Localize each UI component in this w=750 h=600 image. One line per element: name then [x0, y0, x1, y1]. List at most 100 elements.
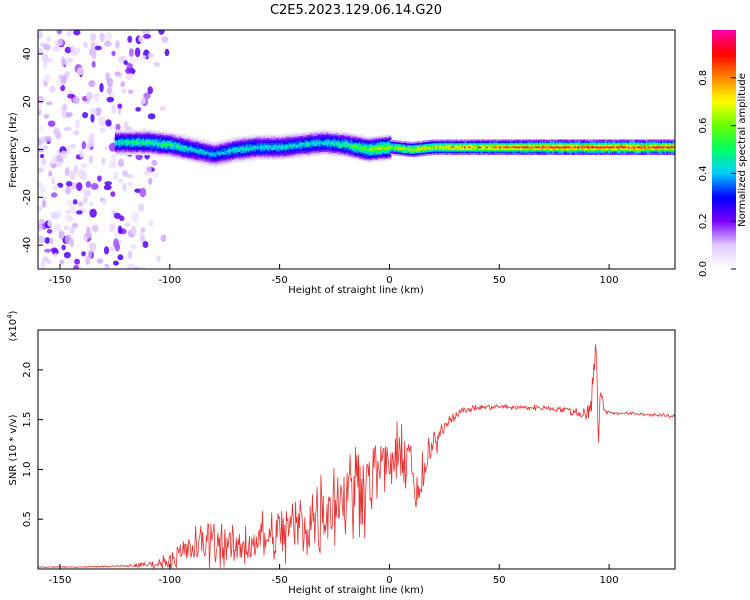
spectrogram-ridge-cell — [523, 142, 526, 145]
spectrogram-ridge-cell — [196, 159, 199, 162]
spectrogram-ridge-cell — [374, 151, 377, 154]
spectrogram-ridge-cell — [180, 134, 184, 137]
spectrogram-ridge-cell — [304, 153, 308, 156]
spectrogram-ridge-cell — [530, 146, 533, 149]
spectrogram-ridge-cell — [155, 142, 159, 145]
spectrogram-ridge-cell — [552, 149, 555, 152]
spectrogram-ridge-cell — [186, 139, 189, 141]
spectrogram-ridge-cell — [552, 139, 555, 142]
spectrogram-ridge-cell — [543, 147, 546, 150]
spectrogram-ridge-cell — [481, 151, 484, 154]
spectrogram-ridge-cell — [233, 149, 236, 152]
spectrogram-ridge-cell — [312, 144, 315, 147]
spectrogram-noise-cell — [88, 135, 95, 145]
spectrogram-ridge-cell — [299, 155, 302, 158]
spectrogram-ridge-cell — [132, 141, 135, 144]
spectrogram-ridge-cell — [296, 152, 300, 155]
spectrogram-ridge-cell — [247, 147, 251, 150]
spectrogram-ridge-cell — [122, 148, 126, 151]
spectrogram-ridge-cell — [469, 144, 472, 147]
spectrogram-ridge-cell — [246, 155, 250, 158]
spectrogram-ridge-cell — [217, 142, 221, 145]
spectrogram-ridge-cell — [247, 148, 251, 151]
spectrogram-ridge-cell — [274, 154, 277, 157]
spectrogram-ridge-cell — [328, 131, 331, 134]
spectrogram-noise-cell — [58, 230, 65, 240]
spectrogram-ridge-cell — [375, 142, 379, 145]
spectrogram-ridge-cell — [327, 148, 330, 151]
spectrogram-ridge-cell — [193, 140, 197, 143]
spectrogram-ridge-cell — [190, 148, 193, 151]
spectrogram-ridge-cell — [145, 129, 148, 132]
spectrogram-ridge-cell — [120, 141, 123, 144]
spectrogram-ridge-cell — [222, 161, 226, 164]
spectrogram-ridge-cell — [522, 142, 525, 145]
spectrogram-ridge-cell — [398, 145, 401, 148]
spectrogram-ridge-cell — [259, 157, 263, 160]
spectrogram-ridge-cell — [158, 154, 161, 157]
spectrogram-ridge-cell — [128, 136, 131, 139]
spectrogram-ridge-cell — [234, 140, 238, 143]
spectrogram-ridge-cell — [506, 139, 509, 142]
spectrogram-ridge-cell — [429, 153, 433, 156]
spectrogram-ridge-cell — [245, 154, 248, 157]
spectrogram-ridge-cell — [262, 144, 265, 147]
spectrogram-ridge-cell — [251, 155, 255, 158]
spectrogram-noise-cell — [39, 186, 47, 193]
spectrogram-ridge-cell — [193, 142, 197, 145]
spectrogram-ridge-cell — [327, 145, 330, 148]
spectrogram-ridge-cell — [325, 138, 329, 141]
spectrogram-ridge-cell — [581, 141, 584, 144]
spectrogram-ridge-cell — [205, 156, 209, 159]
spectrogram-ridge-cell — [302, 132, 305, 135]
spectrogram-ridge-cell — [578, 152, 582, 155]
spectrogram-ridge-cell — [518, 146, 521, 149]
spectrogram-ridge-cell — [265, 147, 268, 150]
spectrogram-ridge-cell — [186, 159, 189, 162]
spectrogram-ridge-cell — [362, 149, 366, 152]
spectrogram-ridge-cell — [494, 147, 497, 150]
spectrogram-ridge-cell — [369, 143, 372, 146]
spectrogram-ridge-cell — [342, 153, 346, 156]
spectrogram-ridge-cell — [559, 152, 562, 155]
spectrogram-ridge-cell — [225, 160, 228, 163]
spectrogram-ridge-cell — [182, 148, 185, 151]
spectrogram-ridge-cell — [511, 139, 514, 142]
spectrogram-ridge-cell — [561, 151, 565, 154]
spectrogram-ridge-cell — [352, 155, 355, 158]
spectrogram-ridge-cell — [182, 139, 185, 142]
spectrogram-noise-cell — [127, 35, 133, 43]
spectrogram-ridge-cell — [561, 141, 565, 144]
spectrogram-ridge-cell — [533, 149, 537, 152]
spectrogram-ridge-cell — [300, 142, 304, 145]
spectrogram-ridge-cell — [171, 134, 174, 137]
spectrogram-ridge-cell — [222, 156, 226, 159]
spectrogram-noise-cell — [147, 113, 156, 120]
spectrogram-noise-cell — [148, 177, 153, 185]
spectrogram-ridge-cell — [601, 142, 604, 145]
spectrogram-ridge-cell — [222, 149, 226, 152]
spectrogram-ridge-cell — [570, 149, 574, 152]
spectrogram-ridge-cell — [348, 139, 351, 142]
spectrogram-ridge-cell — [162, 136, 165, 139]
spectrogram-ridge-cell — [121, 149, 124, 152]
spectrogram-noise-cell — [115, 123, 121, 131]
spectrogram-ridge-cell — [415, 143, 418, 146]
spectrogram-ridge-cell — [420, 142, 424, 145]
spectrogram-ridge-cell — [477, 152, 480, 155]
spectrogram-ridge-cell — [549, 147, 553, 150]
spectrogram-ridge-cell — [526, 146, 529, 149]
spectrogram-ridge-cell — [531, 142, 534, 145]
spectrogram-ridge-cell — [236, 145, 239, 148]
spectrogram-ridge-cell — [273, 149, 276, 152]
spectrogram-ridge-cell — [261, 134, 264, 137]
spectrogram-ridge-cell — [154, 138, 157, 141]
spectrogram-ridge-cell — [366, 146, 370, 149]
spectrogram-ridge-cell — [224, 139, 227, 142]
spectrogram-ridge-cell — [557, 152, 561, 155]
spectrogram-ridge-cell — [269, 141, 272, 144]
spectrogram-ridge-cell — [237, 150, 240, 153]
spectrogram-ridge-cell — [494, 152, 497, 155]
spectrogram-ridge-cell — [610, 149, 613, 152]
spectrogram-ridge-cell — [353, 155, 356, 158]
